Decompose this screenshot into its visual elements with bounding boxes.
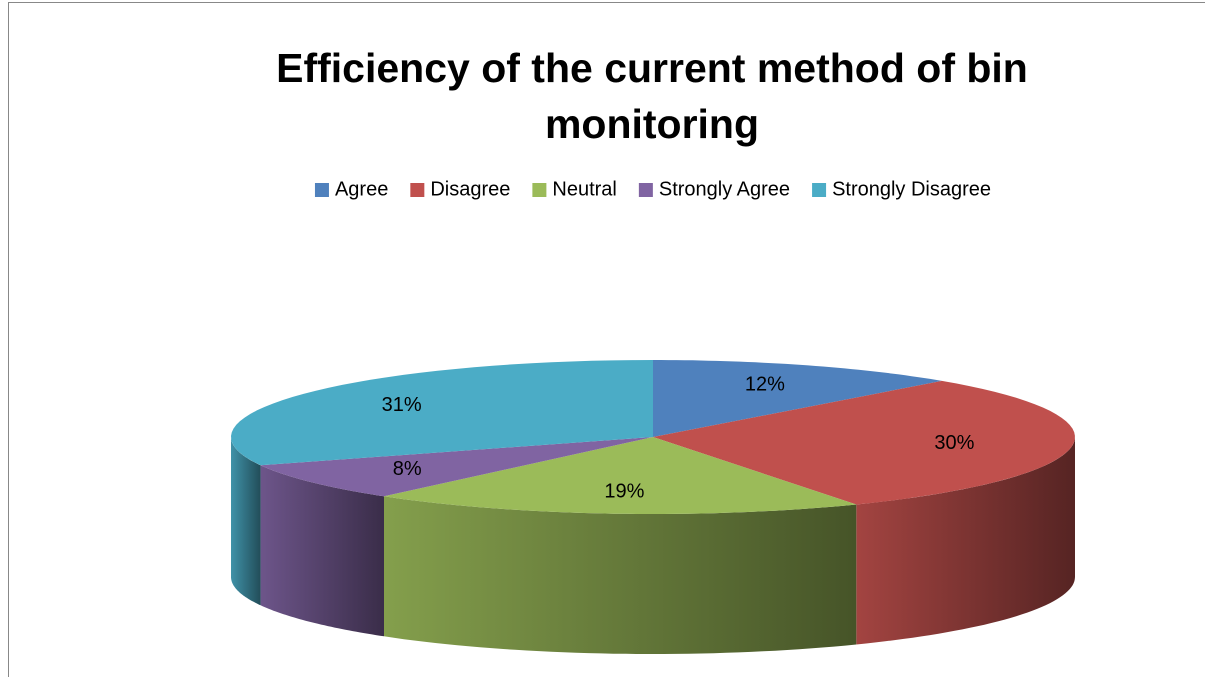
chart-border [8,2,1205,677]
data-label: 8% [393,458,422,480]
legend-label: Strongly Agree [659,178,790,200]
pie-slice [384,437,857,514]
pie-slice [653,360,942,437]
pie-side [384,496,857,654]
legend-label: Neutral [552,178,616,200]
legend-label: Agree [335,178,388,200]
data-label: 30% [934,432,974,454]
legend-label: Disagree [430,178,510,200]
legend-swatch [314,183,329,197]
legend-swatch [532,183,547,197]
legend-swatch [410,183,425,197]
pie-side [260,465,384,637]
pie-slice [653,380,1075,505]
legend-swatch [812,183,827,197]
pie-slice [260,437,653,497]
pie-slice [231,360,653,466]
pie-side [856,437,1075,645]
data-label: 12% [745,374,785,396]
chart-title: Efficiency of the current method of bin … [276,45,1028,147]
data-label: 31% [382,394,422,416]
pie-side [231,437,261,606]
data-label: 19% [604,480,644,502]
legend-swatch [638,183,653,197]
legend-label: Strongly Disagree [832,178,991,200]
